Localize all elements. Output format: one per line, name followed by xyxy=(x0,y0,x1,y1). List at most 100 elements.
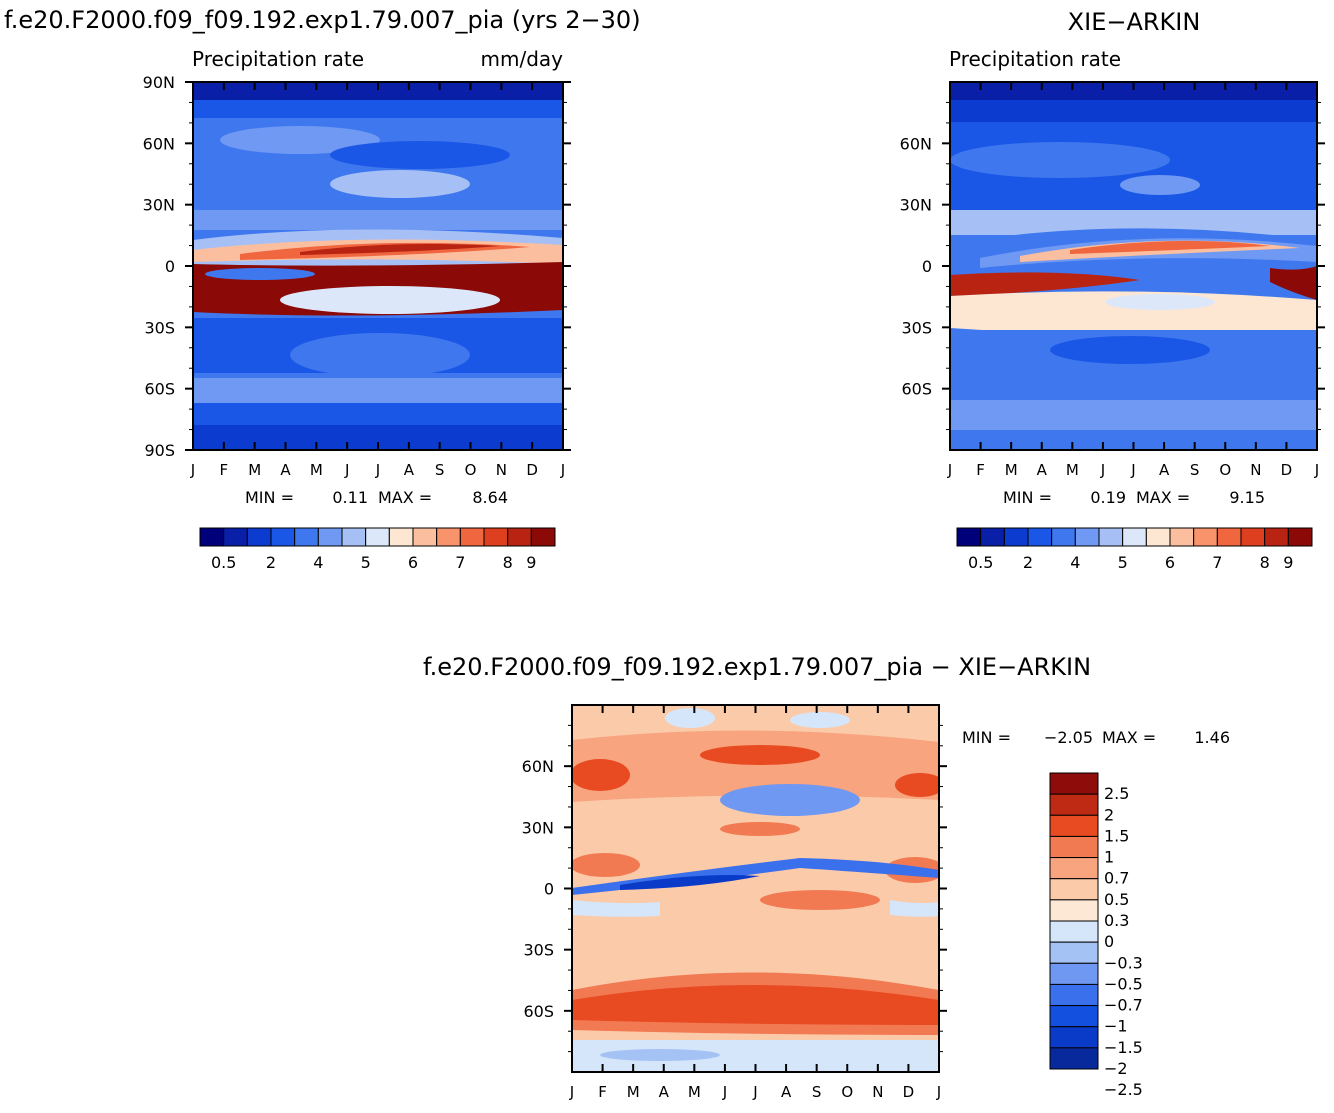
diff-colorbar-label: 0 xyxy=(1104,932,1114,951)
obs-colorbar-swatch xyxy=(1169,527,1195,547)
model-colorbar-swatch xyxy=(412,527,438,547)
blob-north-wet xyxy=(1260,177,1317,193)
model-colorbar-label: 2 xyxy=(266,553,276,572)
panel-obs-max-label: MAX = xyxy=(1136,488,1190,507)
model-colorbar-swatch xyxy=(223,527,248,547)
panel-model-colorbar: 0.5 2 4 5 6 7 8 9 xyxy=(199,527,556,572)
diff-colorbar-label: −1.5 xyxy=(1104,1038,1143,1057)
band-south-tropic xyxy=(950,291,1317,337)
model-lat-label: 30S xyxy=(144,318,175,337)
band-south-polar xyxy=(193,403,563,425)
panel-obs-field xyxy=(950,82,1317,450)
blob-north xyxy=(950,142,1170,178)
panel-model-max-label: MAX = xyxy=(378,488,432,507)
panel-obs-max-value: 9.15 xyxy=(1229,488,1265,507)
panel-model-field xyxy=(193,82,563,450)
band-south-high xyxy=(950,400,1317,430)
obs-colorbar-label: 4 xyxy=(1070,553,1080,572)
obs-lat-label: 30N xyxy=(900,196,932,215)
obs-lat-label: 60S xyxy=(901,380,932,399)
obs-lat-label: 60N xyxy=(900,134,932,153)
obs-colorbar-label: 9 xyxy=(1283,553,1293,572)
model-month-label: N xyxy=(496,461,507,479)
blob-north-strong xyxy=(572,759,630,791)
model-month-label: J xyxy=(560,461,565,479)
diff-colorbar-label: 1 xyxy=(1104,848,1114,867)
diff-month-label: A xyxy=(781,1083,792,1101)
model-month-label: D xyxy=(526,461,538,479)
model-colorbar-swatch xyxy=(388,527,414,547)
panel-model-units: mm/day xyxy=(481,47,564,71)
model-month-label: F xyxy=(220,461,229,479)
diff-colorbar-label: −0.7 xyxy=(1104,996,1143,1015)
model-lat-label: 30N xyxy=(143,196,175,215)
diff-colorbar-swatch xyxy=(1049,1005,1099,1028)
diff-lat-label: 30N xyxy=(522,818,554,837)
model-colorbar-label: 7 xyxy=(455,553,465,572)
obs-colorbar-swatch xyxy=(1003,527,1029,547)
obs-lat-label: 30S xyxy=(901,318,932,337)
model-colorbar-swatch xyxy=(483,527,509,547)
panel-obs-title: XIE−ARKIN xyxy=(1068,8,1201,36)
obs-colorbar-swatch xyxy=(1193,527,1218,547)
diff-month-label: J xyxy=(752,1083,757,1101)
diff-colorbar-label: −0.5 xyxy=(1104,974,1143,993)
panel-diff-title: f.e20.F2000.f09_f09.192.exp1.79.007_pia … xyxy=(423,653,1091,681)
diff-colorbar-label: 0.7 xyxy=(1104,869,1129,888)
blob-south-wet xyxy=(950,272,1140,296)
band-north-high xyxy=(950,100,1317,125)
diff-month-label: J xyxy=(936,1083,941,1101)
panel-model-subtitle: Precipitation rate xyxy=(192,47,364,71)
panel-model-max-value: 8.64 xyxy=(472,488,508,507)
model-colorbar-swatch xyxy=(246,527,272,547)
obs-month-label: J xyxy=(947,461,952,479)
diff-colorbar-label: 2.5 xyxy=(1104,784,1129,803)
obs-month-label: J xyxy=(1130,461,1135,479)
model-month-label: S xyxy=(435,461,445,479)
blob-north-dry xyxy=(1120,175,1200,195)
obs-colorbar-swatch xyxy=(1145,527,1171,547)
blob-north-neg xyxy=(720,784,860,816)
band-itcz-peak xyxy=(300,244,500,255)
panel-diff-colorbar: 2.5 2 1.5 1 0.7 0.5 0.3 0 −0.3 −0.5 −0.7 −1 −1.5 −2 −2… xyxy=(1049,772,1143,1099)
blob-north-strong xyxy=(700,745,820,765)
model-colorbar-label: 4 xyxy=(313,553,323,572)
band-north-high xyxy=(193,100,563,120)
blob-north-dry xyxy=(330,170,470,198)
diff-lat-label: 30S xyxy=(523,941,554,960)
obs-month-label: M xyxy=(1066,461,1079,479)
diff-month-label: S xyxy=(812,1083,822,1101)
panel-model: f.e20.F2000.f09_f09.192.exp1.79.007_pia … xyxy=(4,6,641,572)
diff-lat-label: 0 xyxy=(544,880,554,899)
blob-south-dry xyxy=(1105,294,1215,310)
obs-colorbar-swatch xyxy=(1287,527,1313,547)
obs-colorbar-swatch xyxy=(956,527,982,547)
band-south-neg xyxy=(572,900,660,917)
diff-colorbar-swatch xyxy=(1049,857,1099,880)
obs-month-label: A xyxy=(1037,461,1048,479)
band-eq-neg-core xyxy=(620,875,760,890)
obs-colorbar-swatch xyxy=(1051,527,1076,547)
diff-colorbar-swatch xyxy=(1049,899,1099,922)
panel-model-min-label: MIN = xyxy=(245,488,294,507)
obs-month-label: F xyxy=(976,461,985,479)
model-colorbar-swatch xyxy=(270,527,296,547)
blob-north-neg xyxy=(665,708,715,728)
blob-mid-pos xyxy=(720,822,800,836)
diff-month-label: J xyxy=(722,1083,727,1101)
obs-colorbar-swatch xyxy=(1216,527,1242,547)
diff-colorbar-swatch xyxy=(1049,983,1099,1007)
band-north-pos xyxy=(572,730,939,802)
obs-month-label: A xyxy=(1159,461,1170,479)
obs-colorbar-swatch xyxy=(980,527,1005,547)
obs-colorbar-label: 5 xyxy=(1118,553,1128,572)
diff-colorbar-label: −2 xyxy=(1104,1059,1128,1078)
obs-colorbar-swatch xyxy=(1122,527,1147,547)
obs-month-label: J xyxy=(1100,461,1105,479)
diff-month-label: N xyxy=(872,1083,883,1101)
obs-colorbar-label: 0.5 xyxy=(968,553,993,572)
diff-colorbar-swatch xyxy=(1049,920,1099,943)
